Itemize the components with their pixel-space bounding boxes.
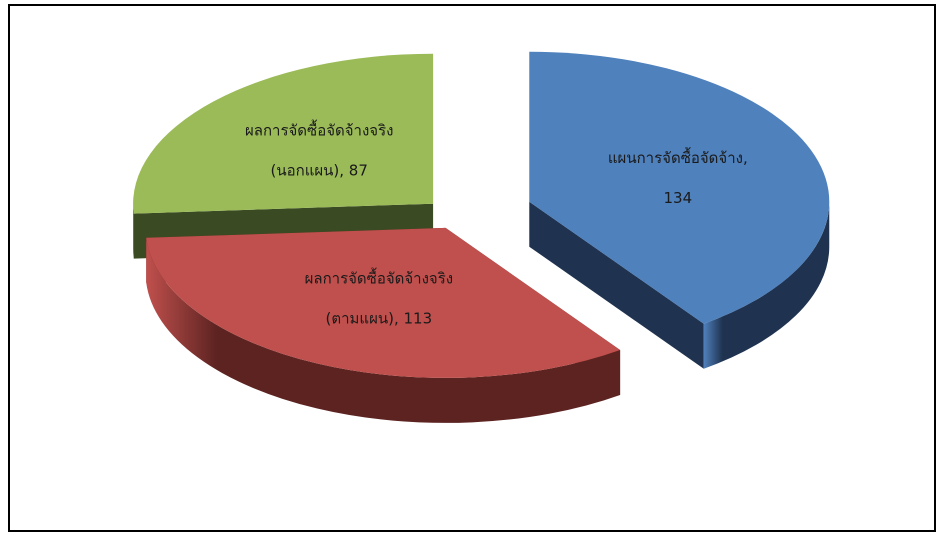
pie-chart: แผนการจัดซื้อจัดจ้าง, 134 ผลการจัดซื้อจัดจ… [133,51,830,423]
pie-slice-side [703,201,830,369]
pie-slice-label: ผลการจัดซื้อจัดจ้างจริง [305,267,454,287]
pie-slice-0 [529,51,830,324]
pie-slice-label: แผนการจัดซื้อจัดจ้าง, [608,147,748,167]
chart-frame: แผนการจัดซื้อจัดจ้าง, 134 ผลการจัดซื้อจัดจ… [8,4,936,532]
pie-slice-side [133,203,134,259]
pie-slice-label: ผลการจัดซื้อจัดจ้างจริง [245,119,394,139]
pie-slice-2 [133,53,434,214]
pie-slice-label: (นอกแผน), 87 [271,161,368,179]
pie-slice-side [146,237,621,423]
pie-slice-wall [529,201,704,369]
pie-slice-label: (ตามแผน), 113 [326,309,433,327]
pie-slice-1 [146,227,621,378]
pie-slice-label: 134 [663,189,692,207]
